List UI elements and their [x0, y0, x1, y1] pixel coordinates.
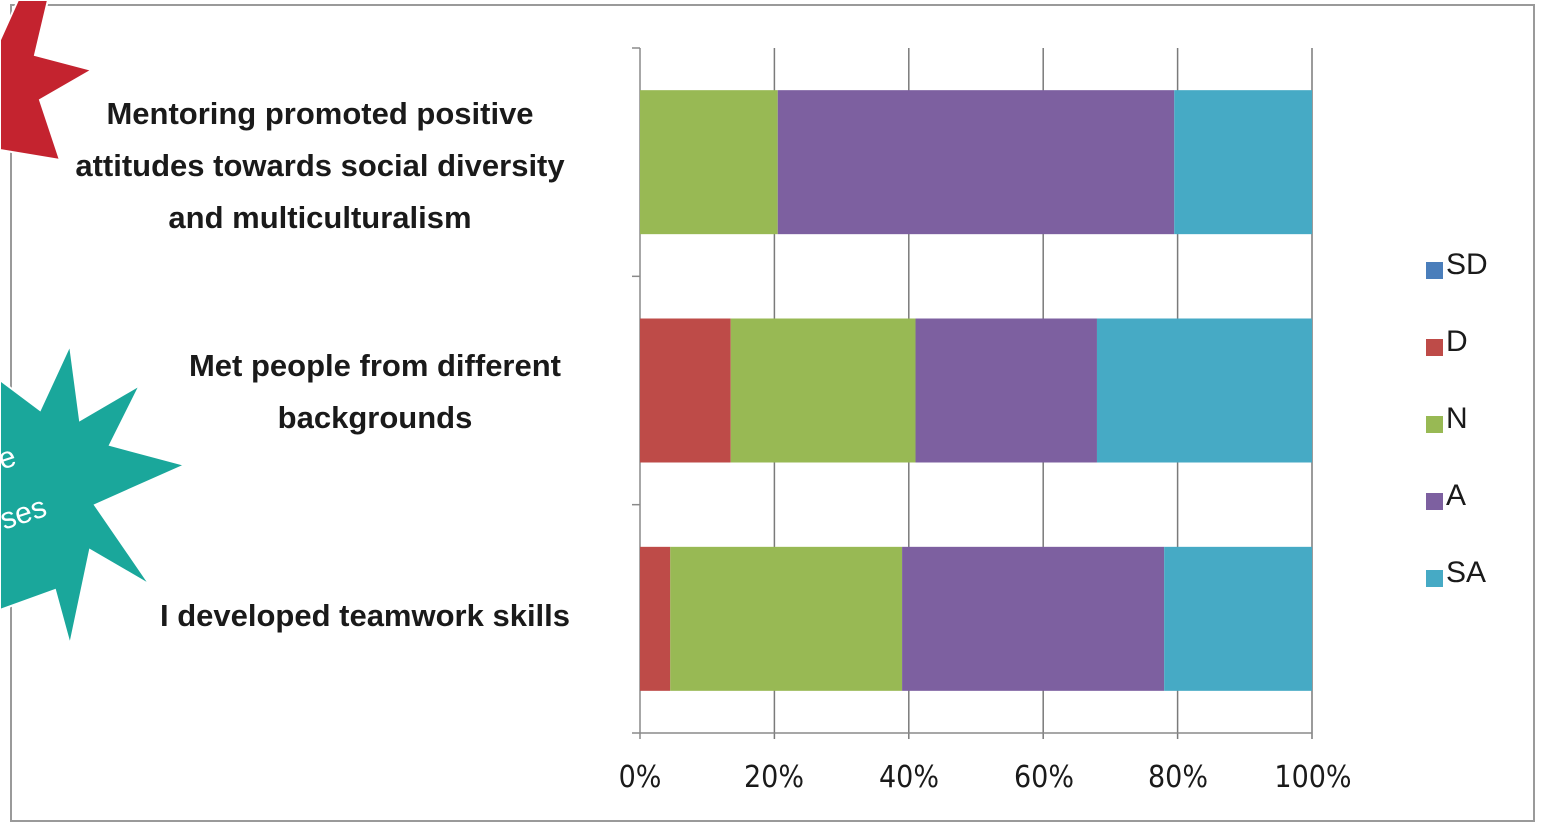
red-starburst-callout [0, 0, 95, 162]
bar-n-0 [640, 90, 778, 235]
bar-sa-1 [1096, 318, 1312, 463]
bar-n-1 [730, 318, 916, 463]
bar-d-1 [640, 318, 731, 463]
legend-label-d: D [1446, 325, 1468, 358]
bar-sa-0 [1174, 90, 1312, 235]
category-label-1: Met people from different backgrounds [188, 348, 561, 435]
legend-label-a: A [1446, 479, 1467, 512]
bar-a-0 [777, 90, 1175, 235]
bars [640, 90, 1312, 691]
legend-label-sa: SA [1446, 556, 1487, 589]
legend-swatch-a [1426, 493, 1443, 510]
x-tick-60: 60% [1014, 760, 1074, 795]
legend-swatch-sa [1426, 570, 1443, 587]
legend-label-sd: SD [1446, 248, 1488, 281]
bar-sa-2 [1164, 546, 1312, 691]
legend-swatch-n [1426, 416, 1443, 433]
x-tick-20: 20% [744, 760, 804, 795]
teal-starburst-callout [0, 341, 188, 646]
bar-n-2 [670, 546, 903, 691]
bar-a-1 [915, 318, 1097, 463]
bar-d-2 [640, 546, 671, 691]
x-tick-100: 100% [1274, 760, 1352, 795]
legend-label-n: N [1446, 402, 1468, 435]
legend-swatch-sd [1426, 262, 1443, 279]
bar-a-2 [902, 546, 1165, 691]
category-label-2: I developed teamwork skills [159, 598, 571, 633]
x-tick-0: 0% [618, 760, 662, 795]
x-tick-40: 40% [879, 760, 939, 795]
legend-swatch-d [1426, 339, 1443, 356]
x-tick-80: 80% [1148, 760, 1208, 795]
category-label-0: Mentoring promoted positive attitudes to… [75, 96, 565, 235]
